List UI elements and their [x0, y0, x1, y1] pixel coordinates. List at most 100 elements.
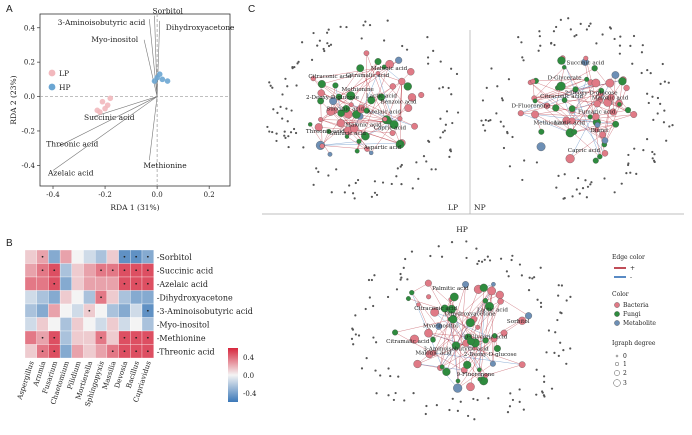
rda-ytick-label: -0.4: [22, 162, 36, 170]
rda-legend: LP HP: [48, 69, 71, 92]
network-peripheral-node: [523, 159, 526, 162]
network-node: [374, 58, 382, 65]
legend-metabolite-marker: [614, 320, 620, 326]
network-peripheral-node: [552, 30, 556, 33]
network-peripheral-node: [656, 112, 659, 115]
network-node: [369, 150, 374, 156]
network-peripheral-node: [323, 49, 326, 53]
network-edge: [377, 73, 409, 109]
network-edge: [354, 128, 401, 145]
heatmap-cell: [24, 344, 37, 359]
network-node: [556, 81, 566, 91]
heatmap-cell: [59, 276, 72, 291]
network-node: [482, 337, 489, 344]
network-peripheral-node: [652, 118, 655, 121]
network-peripheral-node: [518, 388, 521, 391]
network-peripheral-node: [603, 177, 606, 180]
rda-vector-line: [156, 20, 161, 97]
network-peripheral-node: [476, 262, 479, 265]
network-peripheral-node: [487, 397, 490, 400]
network-peripheral-node: [297, 60, 300, 63]
network-peripheral-node: [295, 84, 298, 87]
network-node: [493, 345, 501, 352]
heatmap-cell: [106, 290, 119, 305]
heatmap-cell: [71, 330, 84, 345]
network-peripheral-node: [351, 328, 355, 331]
network-node: [482, 298, 489, 304]
network-peripheral-node: [495, 112, 498, 115]
network-peripheral-node: [510, 258, 513, 262]
network-peripheral-node: [362, 24, 365, 27]
heatmap-cell: [24, 303, 37, 318]
network-peripheral-node: [559, 341, 562, 344]
network-peripheral-node: [577, 176, 580, 180]
network-edge: [457, 338, 495, 389]
heatmap-cell: [59, 330, 72, 345]
legend-edge-positive-label: +: [630, 265, 635, 272]
network-node-label: D-Fluorenone: [511, 103, 551, 109]
network-peripheral-node: [575, 33, 578, 37]
heatmap-significance-dot: [53, 269, 56, 272]
rda-vector-label: Myo-inositol: [91, 35, 138, 44]
network-edge: [320, 100, 323, 147]
network-peripheral-node: [589, 22, 592, 25]
rda-vector-label: Threonic acid: [46, 139, 98, 148]
network-peripheral-node: [375, 392, 378, 395]
network-edge: [532, 81, 535, 99]
network-node-label: Malonic acid: [345, 122, 382, 128]
network-node: [424, 279, 432, 287]
rda-vector-line: [149, 96, 158, 161]
legend-bacteria-label: Bacteria: [623, 302, 649, 309]
network-peripheral-node: [547, 329, 551, 332]
network-legend: Edge color + - Color Bacteria Fungi Meta…: [612, 254, 656, 387]
network-peripheral-node: [312, 183, 315, 186]
network-node: [356, 138, 362, 144]
network-peripheral-node: [370, 195, 373, 198]
network-peripheral-node: [296, 62, 299, 65]
heatmap-significance-dot: [135, 350, 138, 353]
network-peripheral-node: [601, 33, 604, 36]
rda-xtick-label: -0.2: [98, 191, 112, 199]
network-peripheral-node: [496, 85, 499, 88]
network-node: [403, 82, 412, 91]
network-peripheral-node: [379, 374, 382, 377]
rda-ytick-label: -0.2: [22, 127, 36, 135]
network-peripheral-node: [506, 132, 509, 135]
network-node: [594, 122, 601, 128]
network-node: [317, 80, 326, 89]
network-node: [363, 50, 370, 56]
network-peripheral-node: [487, 119, 490, 123]
heatmap-cell: [106, 317, 119, 332]
heatmap-cell: [130, 290, 143, 305]
network-peripheral-node: [351, 192, 355, 195]
network-peripheral-node: [450, 241, 454, 244]
network-node: [568, 117, 576, 125]
network-edge: [532, 81, 614, 113]
network-peripheral-node: [386, 295, 390, 299]
network-peripheral-node: [553, 351, 556, 355]
network-peripheral-node: [343, 191, 346, 194]
network-edge: [574, 114, 634, 133]
heatmap-cell: [141, 290, 154, 305]
network-node: [327, 151, 333, 157]
heatmap-cell: [106, 249, 119, 264]
network-peripheral-node: [554, 331, 557, 334]
heatmap-row-label: -Succinic acid: [157, 266, 214, 275]
network-node: [485, 301, 494, 311]
network-edge: [321, 66, 385, 85]
heatmap-significance-dot: [123, 269, 126, 272]
network-node: [630, 111, 638, 118]
network-peripheral-node: [560, 312, 563, 315]
network-node: [397, 116, 403, 122]
network-peripheral-node: [517, 35, 520, 39]
network-node: [440, 304, 449, 313]
network-node-label: Methionine: [342, 87, 375, 93]
network-peripheral-node: [557, 174, 560, 177]
network-node: [591, 65, 598, 72]
network-peripheral-node: [302, 146, 305, 149]
network-peripheral-node: [375, 193, 379, 197]
heatmap-cell: [59, 263, 72, 278]
network-peripheral-node: [656, 96, 660, 100]
network-node: [308, 122, 313, 127]
network-peripheral-node: [533, 276, 536, 279]
